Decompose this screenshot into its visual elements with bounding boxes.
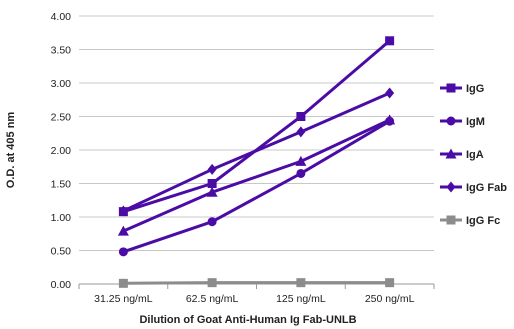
data-point — [296, 126, 306, 138]
data-point — [117, 225, 129, 236]
legend-item: IgG — [440, 83, 484, 95]
legend-item: IgM — [440, 116, 485, 128]
legend-label: IgG Fab — [466, 182, 507, 194]
legend-item: IgG Fab — [440, 181, 507, 194]
legend-marker — [445, 148, 457, 159]
series-igg-fc — [118, 278, 395, 288]
legend-label: IgA — [466, 149, 484, 161]
x-axis-title: Dilution of Goat Anti-Human Ig Fab-UNLB — [139, 314, 356, 326]
y-tick-label: 2.50 — [51, 112, 72, 124]
legend-item: IgG Fc — [440, 215, 500, 227]
legend-marker — [446, 116, 456, 126]
data-point — [385, 278, 395, 288]
y-tick-label: 4.00 — [51, 11, 72, 23]
series-line — [122, 39, 391, 214]
data-point — [296, 278, 306, 288]
x-tick-label: 250 ng/mL — [365, 293, 415, 305]
series-lines — [117, 36, 396, 288]
data-point — [296, 112, 306, 121]
legend-label: IgG Fc — [466, 215, 500, 227]
y-tick-label: 3.50 — [51, 45, 72, 57]
y-tick-label: 3.00 — [51, 78, 72, 90]
legend-marker — [446, 215, 456, 225]
legend-marker — [446, 181, 456, 193]
x-tick-label: 62.5 ng/mL — [186, 293, 239, 305]
series-igg-fab — [118, 87, 395, 217]
legend-item: IgA — [440, 148, 484, 161]
data-point — [385, 87, 395, 99]
data-point — [295, 155, 307, 166]
x-tick-label: 125 ng/mL — [276, 293, 326, 305]
y-tick-label: 0.00 — [51, 279, 72, 291]
legend-marker — [446, 83, 456, 93]
data-point — [207, 179, 217, 188]
y-axis-title: O.D. at 405 nm — [5, 112, 17, 189]
data-point — [118, 278, 128, 288]
series-iga — [117, 114, 396, 236]
series-line — [122, 119, 391, 254]
y-tick-label: 1.00 — [51, 212, 72, 224]
series-igg — [118, 36, 395, 217]
y-tick-label: 0.50 — [51, 246, 72, 258]
series-line — [122, 118, 391, 233]
data-point — [118, 205, 128, 217]
series-line — [123, 281, 390, 285]
y-tick-label: 2.00 — [51, 145, 72, 157]
data-point — [207, 278, 217, 288]
y-tick-label: 1.50 — [51, 179, 72, 191]
data-point — [296, 168, 306, 178]
data-point — [385, 36, 395, 46]
data-point — [118, 247, 128, 257]
legend-label: IgM — [466, 116, 485, 128]
data-point — [207, 163, 217, 175]
data-point — [207, 217, 217, 227]
legend: IgG IgM IgA IgG Fab IgG Fc — [440, 83, 507, 227]
series-line — [122, 91, 391, 213]
x-tick-label: 31.25 ng/mL — [94, 293, 153, 305]
legend-label: IgG — [466, 83, 484, 95]
data-point — [206, 186, 218, 197]
data-point — [384, 114, 396, 125]
